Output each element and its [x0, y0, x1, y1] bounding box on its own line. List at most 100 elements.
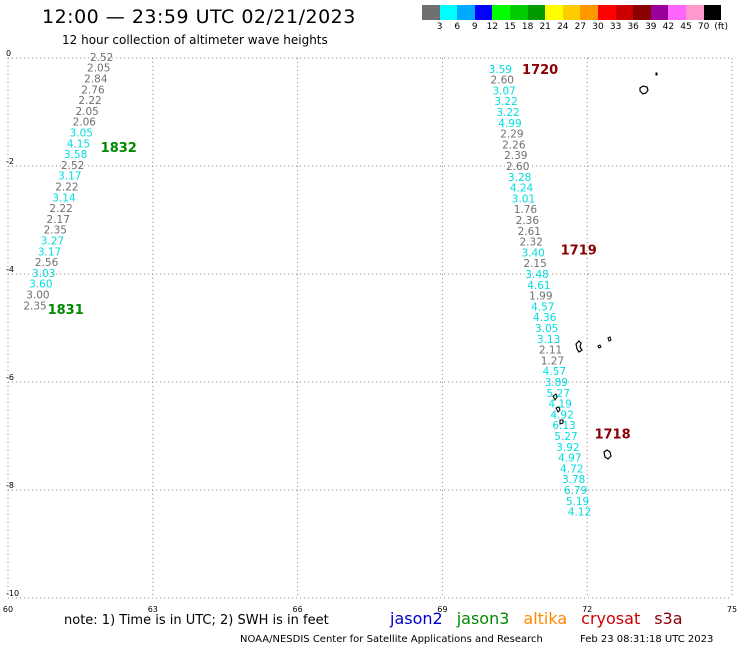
legend-label: (ft): [714, 22, 728, 32]
wave-height-value: 3.03: [32, 268, 55, 280]
wave-height-value: 2.22: [49, 203, 72, 215]
lat-tick-label: -2: [6, 157, 14, 166]
wave-height-value: 3.28: [508, 172, 531, 184]
satellite-legend: jason2 jason3 altika cryosat s3a: [390, 609, 697, 628]
legend-swatch: [492, 5, 510, 20]
axis-tick-labels: 60 63 66 69 72 75 0 -2 -4 -6 -8 -10: [3, 49, 737, 614]
legend-swatch: [615, 5, 634, 20]
island-outline: [607, 336, 612, 342]
lat-tick-label: -6: [6, 373, 14, 382]
wave-height-value: 3.48: [525, 269, 548, 281]
pass-time-label: 1719: [561, 244, 597, 259]
wave-height-value: 3.05: [535, 323, 558, 335]
legend-swatch: [685, 5, 704, 20]
wave-height-value: 4.61: [527, 280, 550, 292]
wave-height-value: 4.15: [67, 138, 90, 150]
wave-height-value: 4.19: [548, 399, 571, 411]
wave-height-value: 2.36: [516, 215, 540, 227]
legend-label: 15: [504, 22, 516, 32]
satellite-name: altika: [523, 609, 568, 628]
wave-height-value: 2.22: [55, 182, 78, 194]
wave-height-value: 3.17: [58, 171, 81, 183]
wave-height-value: 2.05: [87, 63, 110, 75]
satellite-name: cryosat: [581, 609, 641, 628]
pass-time-label: 1720: [522, 63, 558, 78]
legend-swatch: [580, 5, 598, 20]
legend-swatch: [562, 5, 581, 20]
legend-swatch: [422, 5, 440, 20]
legend-label: 45: [680, 22, 692, 32]
legend-label: 27: [574, 22, 587, 32]
wave-height-value: 2.76: [81, 84, 105, 96]
legend-swatch: [457, 5, 475, 20]
legend-swatch: [439, 5, 458, 20]
map-subtitle: 12 hour collection of altimeter wave hei…: [62, 33, 328, 47]
pass-time-label: 1832: [101, 141, 137, 156]
lon-tick-label: 63: [148, 605, 158, 614]
wave-height-value: 5.27: [547, 388, 570, 400]
legend-label: 21: [539, 22, 551, 32]
legend-label: 6: [454, 22, 461, 32]
generated-timestamp: Feb 23 08:31:18 UTC 2023: [580, 634, 714, 645]
wave-height-value: 3.14: [52, 192, 76, 204]
wave-height-value: 2.84: [84, 74, 108, 86]
wave-height-value: 4.72: [560, 463, 583, 475]
pass-time-label: 1718: [594, 427, 630, 442]
legend-swatch: [633, 5, 651, 20]
legend-swatch: [527, 5, 546, 20]
island-outline: [597, 344, 602, 349]
legend-swatch: [668, 5, 686, 20]
island-outline: [555, 406, 561, 413]
legend-swatch: [650, 5, 669, 20]
island-outline: [559, 419, 564, 425]
wave-height-value: 3.01: [512, 193, 535, 205]
wave-height-value: 2.61: [518, 226, 541, 238]
wave-height-value: 2.39: [504, 150, 527, 162]
wave-height-value: 3.78: [562, 474, 585, 486]
wave-height-value: 3.05: [70, 128, 93, 140]
wave-height-value: 4.24: [510, 183, 534, 195]
wave-height-value: 3.27: [41, 236, 64, 248]
pass-time-label: 1831: [48, 303, 84, 318]
island-outline: [639, 85, 649, 95]
wave-height-value: 4.57: [543, 366, 566, 378]
color-legend-bar: [422, 5, 722, 20]
legend-label: 70: [697, 22, 710, 32]
legend-swatch: [545, 5, 563, 20]
wave-height-value: 4.36: [533, 312, 557, 324]
wave-height-value: 4.57: [531, 301, 554, 313]
wave-height-value: 2.17: [47, 214, 70, 226]
legend-swatch: [597, 5, 616, 20]
lat-tick-label: 0: [6, 49, 11, 58]
lat-lon-grid: [7, 57, 733, 599]
island-outlines: [552, 72, 658, 460]
legend-label: 3: [436, 22, 443, 32]
wave-height-value: 2.32: [520, 237, 543, 249]
wave-height-value: 2.05: [75, 106, 98, 118]
wave-height-value: 3.58: [64, 149, 87, 161]
wave-height-value: 2.60: [506, 161, 529, 173]
legend-label: 30: [592, 22, 604, 32]
wave-height-value: 3.92: [556, 442, 579, 454]
wave-height-value: 2.52: [61, 160, 84, 172]
wave-height-value: 3.22: [494, 96, 517, 108]
wave-height-value: 3.07: [492, 85, 515, 97]
lon-tick-label: 69: [437, 605, 447, 614]
island-outline: [552, 393, 558, 401]
lat-tick-label: -10: [6, 589, 19, 598]
island-outline: [575, 340, 583, 353]
wave-height-value: 1.99: [529, 291, 552, 303]
wave-height-value: 2.06: [73, 117, 97, 129]
wave-height-value: 3.40: [521, 247, 544, 259]
lat-tick-label: -4: [6, 265, 14, 274]
lat-tick-label: -8: [6, 481, 14, 490]
wave-height-value: 3.13: [537, 334, 560, 346]
legend-swatch: [474, 5, 493, 20]
wave-height-value: 6.13: [552, 420, 575, 432]
legend-label: 42: [662, 22, 675, 32]
wave-height-value: 3.59: [489, 64, 512, 76]
wave-height-value: 4.97: [558, 453, 581, 465]
credit-line: NOAA/NESDIS Center for Satellite Applica…: [240, 634, 543, 645]
satellite-name: jason2: [390, 609, 443, 628]
